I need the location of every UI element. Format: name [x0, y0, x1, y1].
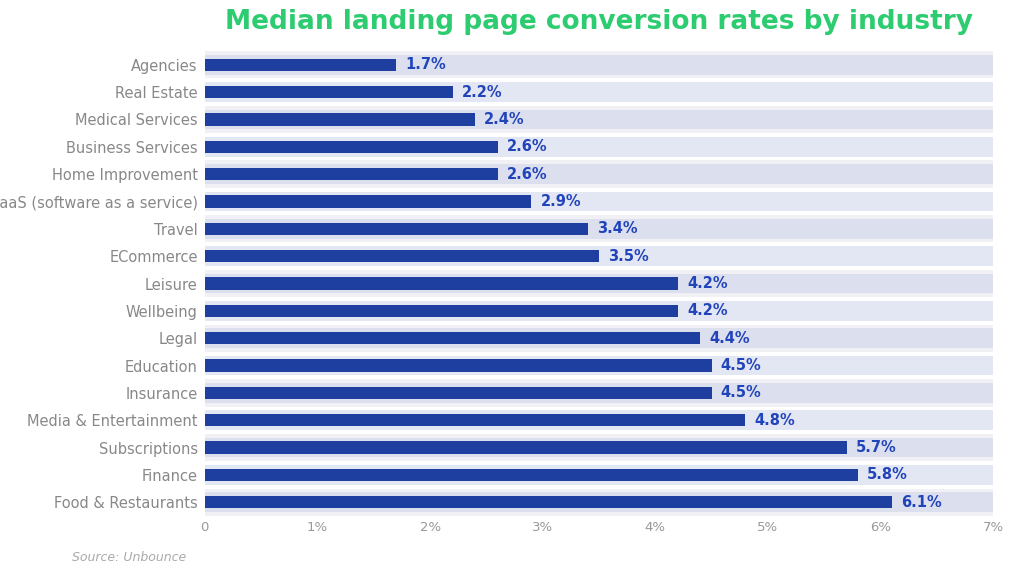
Bar [205, 109, 993, 129]
Text: 1.7%: 1.7% [406, 57, 446, 72]
Bar [205, 328, 993, 348]
Bar [205, 387, 712, 399]
Bar [205, 442, 847, 454]
Bar [205, 438, 993, 458]
Bar [205, 379, 993, 407]
Text: 2.6%: 2.6% [507, 139, 547, 154]
Bar [205, 246, 993, 266]
Text: 5.8%: 5.8% [867, 467, 908, 483]
Bar [205, 462, 993, 489]
Bar [205, 113, 475, 125]
Bar [205, 86, 453, 98]
Bar [205, 469, 858, 481]
Bar [205, 332, 700, 344]
Bar [205, 277, 678, 290]
Bar [205, 78, 993, 105]
Bar [205, 489, 993, 516]
Text: 3.5%: 3.5% [608, 249, 649, 264]
Text: 2.9%: 2.9% [541, 194, 581, 209]
Bar [205, 133, 993, 160]
Bar [205, 137, 993, 156]
Bar [205, 215, 993, 243]
Bar [205, 192, 993, 211]
Bar [205, 434, 993, 462]
Bar [205, 270, 993, 297]
Bar [205, 411, 993, 430]
Bar [205, 223, 588, 235]
Bar [205, 243, 993, 270]
Bar [205, 356, 993, 375]
Bar [205, 407, 993, 434]
Bar [205, 141, 498, 153]
Bar [205, 301, 993, 321]
Bar [205, 414, 745, 426]
Bar [205, 304, 678, 317]
Bar [205, 274, 993, 293]
Bar [205, 160, 993, 188]
Text: 2.2%: 2.2% [462, 84, 502, 100]
Text: 4.5%: 4.5% [721, 358, 762, 373]
Bar [205, 105, 993, 133]
Text: 6.1%: 6.1% [901, 495, 942, 510]
Bar [205, 250, 599, 263]
Bar [205, 297, 993, 324]
Bar [205, 352, 993, 379]
Bar [205, 383, 993, 403]
Text: 2.6%: 2.6% [507, 167, 547, 181]
Bar [205, 219, 993, 239]
Text: 5.7%: 5.7% [856, 440, 897, 455]
Bar [205, 164, 993, 184]
Text: 4.5%: 4.5% [721, 386, 762, 400]
Text: 2.4%: 2.4% [484, 112, 524, 127]
Bar [205, 55, 993, 74]
Bar [205, 168, 498, 180]
Bar [205, 82, 993, 102]
Bar [205, 188, 993, 215]
Bar [205, 195, 531, 208]
Bar [205, 324, 993, 352]
Text: Source: Unbounce: Source: Unbounce [72, 551, 186, 564]
Bar [205, 58, 396, 71]
Bar [205, 359, 712, 372]
Text: 4.8%: 4.8% [755, 413, 796, 428]
Bar [205, 496, 892, 509]
Bar [205, 51, 993, 78]
Text: 3.4%: 3.4% [597, 221, 637, 236]
Text: 4.2%: 4.2% [687, 303, 727, 318]
Title: Median landing page conversion rates by industry: Median landing page conversion rates by … [225, 9, 973, 35]
Text: 4.4%: 4.4% [710, 331, 750, 346]
Bar [205, 493, 993, 512]
Text: 4.2%: 4.2% [687, 276, 727, 291]
Bar [205, 465, 993, 485]
